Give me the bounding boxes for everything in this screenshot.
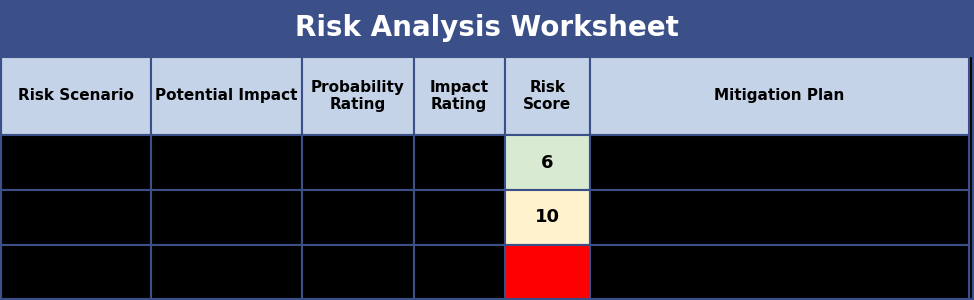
FancyBboxPatch shape <box>0 190 151 245</box>
FancyBboxPatch shape <box>590 245 969 300</box>
FancyBboxPatch shape <box>590 57 969 135</box>
Text: 6: 6 <box>542 154 553 172</box>
FancyBboxPatch shape <box>590 190 969 245</box>
FancyBboxPatch shape <box>414 245 505 300</box>
FancyBboxPatch shape <box>0 0 974 57</box>
Text: Potential Impact: Potential Impact <box>155 88 298 104</box>
FancyBboxPatch shape <box>505 135 590 190</box>
FancyBboxPatch shape <box>414 135 505 190</box>
FancyBboxPatch shape <box>414 57 505 135</box>
FancyBboxPatch shape <box>302 135 414 190</box>
FancyBboxPatch shape <box>505 57 590 135</box>
FancyBboxPatch shape <box>414 190 505 245</box>
FancyBboxPatch shape <box>151 57 302 135</box>
FancyBboxPatch shape <box>0 57 151 135</box>
Text: 10: 10 <box>535 208 560 226</box>
Text: Risk Analysis Worksheet: Risk Analysis Worksheet <box>295 14 679 43</box>
FancyBboxPatch shape <box>302 190 414 245</box>
FancyBboxPatch shape <box>590 135 969 190</box>
Text: Risk
Score: Risk Score <box>523 80 572 112</box>
FancyBboxPatch shape <box>151 135 302 190</box>
FancyBboxPatch shape <box>505 245 590 300</box>
Text: Mitigation Plan: Mitigation Plan <box>715 88 844 104</box>
FancyBboxPatch shape <box>0 245 151 300</box>
FancyBboxPatch shape <box>151 190 302 245</box>
Text: Impact
Rating: Impact Rating <box>430 80 489 112</box>
FancyBboxPatch shape <box>302 57 414 135</box>
Text: Probability
Rating: Probability Rating <box>311 80 405 112</box>
FancyBboxPatch shape <box>302 245 414 300</box>
FancyBboxPatch shape <box>505 190 590 245</box>
Text: Risk Scenario: Risk Scenario <box>18 88 133 104</box>
FancyBboxPatch shape <box>0 135 151 190</box>
FancyBboxPatch shape <box>151 245 302 300</box>
Text: 20: 20 <box>535 263 560 281</box>
